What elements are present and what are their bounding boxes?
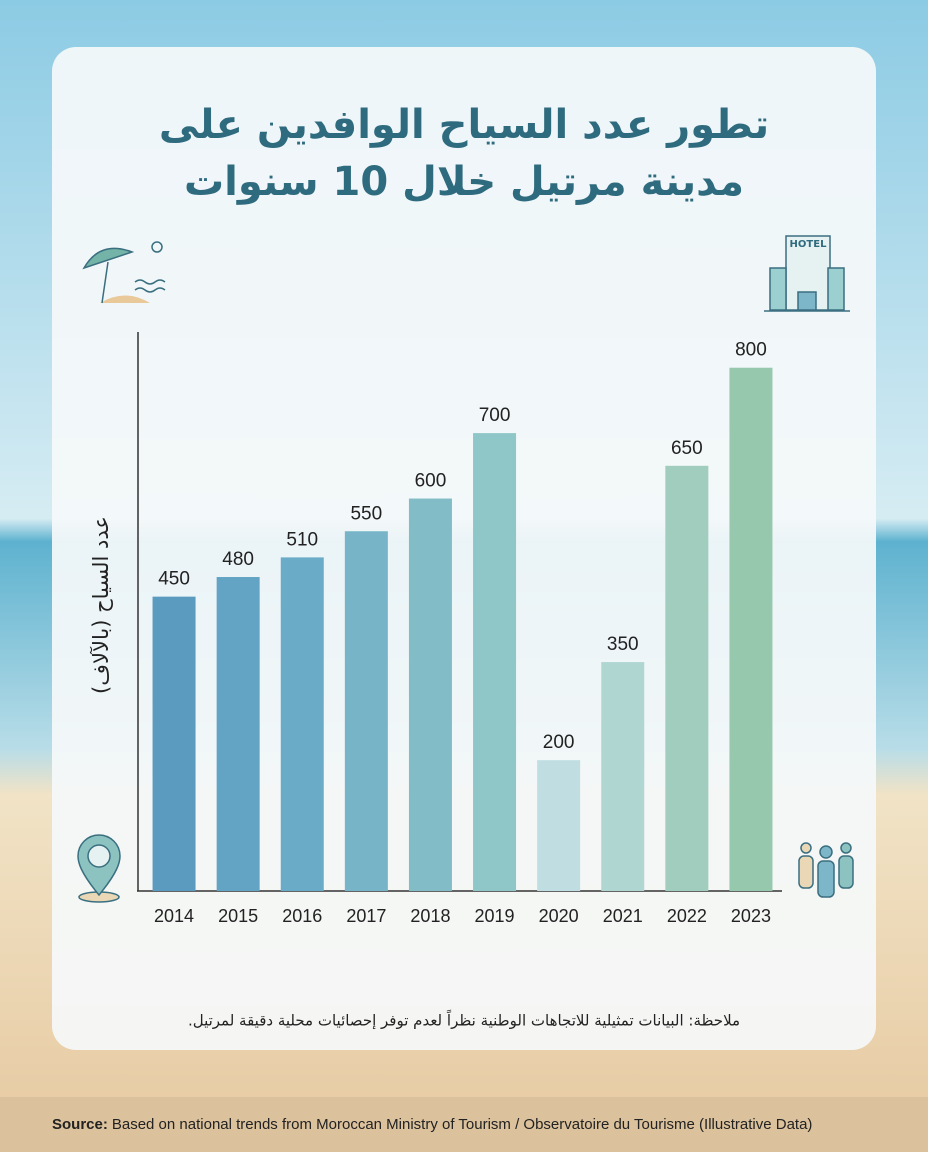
title-line: تطور عدد السياح الوافدين على (159, 102, 769, 148)
hotel-sign: HOTEL (790, 239, 828, 250)
bar (344, 531, 388, 891)
value-label: 480 (222, 549, 254, 570)
source-text: Based on national trends from Moroccan M… (112, 1116, 813, 1133)
x-tick-label: 2018 (410, 906, 450, 926)
beach-icon (82, 241, 166, 304)
bar (408, 498, 452, 891)
title-line: مدينة مرتيل خلال 10 سنوات (184, 159, 744, 205)
bar (473, 433, 517, 891)
bar (729, 367, 773, 891)
x-tick-label: 2023 (731, 906, 771, 926)
hotel-icon (764, 235, 850, 312)
x-tick-label: 2015 (218, 906, 258, 926)
value-label: 450 (158, 569, 190, 590)
value-label: 350 (607, 634, 639, 655)
x-tick-label: 2022 (667, 906, 707, 926)
x-tick-label: 2019 (475, 906, 515, 926)
people-icon (798, 842, 854, 898)
bar (280, 557, 324, 891)
value-label: 650 (671, 438, 703, 459)
value-label: 200 (543, 732, 575, 753)
x-tick-label: 2016 (282, 906, 322, 926)
x-tick-label: 2017 (346, 906, 386, 926)
bar (601, 662, 645, 891)
y-axis-label: عدد السياح (بالآلاف) (89, 516, 113, 694)
x-tick-label: 2020 (539, 906, 579, 926)
x-tick-label: 2021 (603, 906, 643, 926)
source: Source: Based on national trends from Mor… (52, 1116, 812, 1133)
footer-bar (0, 1097, 928, 1152)
value-label: 550 (350, 503, 382, 524)
bar (152, 596, 196, 891)
value-label: 510 (286, 529, 318, 550)
value-label: 600 (415, 471, 447, 492)
bar (537, 760, 581, 891)
value-label: 700 (479, 405, 511, 426)
location-icon (77, 834, 121, 903)
x-tick-label: 2014 (154, 906, 194, 926)
value-label: 800 (735, 340, 767, 361)
note: ملاحظة: البيانات تمثيلية للاتجاهات الوطن… (188, 1009, 740, 1029)
bar (665, 465, 709, 891)
bar (216, 577, 260, 891)
source-label: Source: (52, 1116, 108, 1133)
